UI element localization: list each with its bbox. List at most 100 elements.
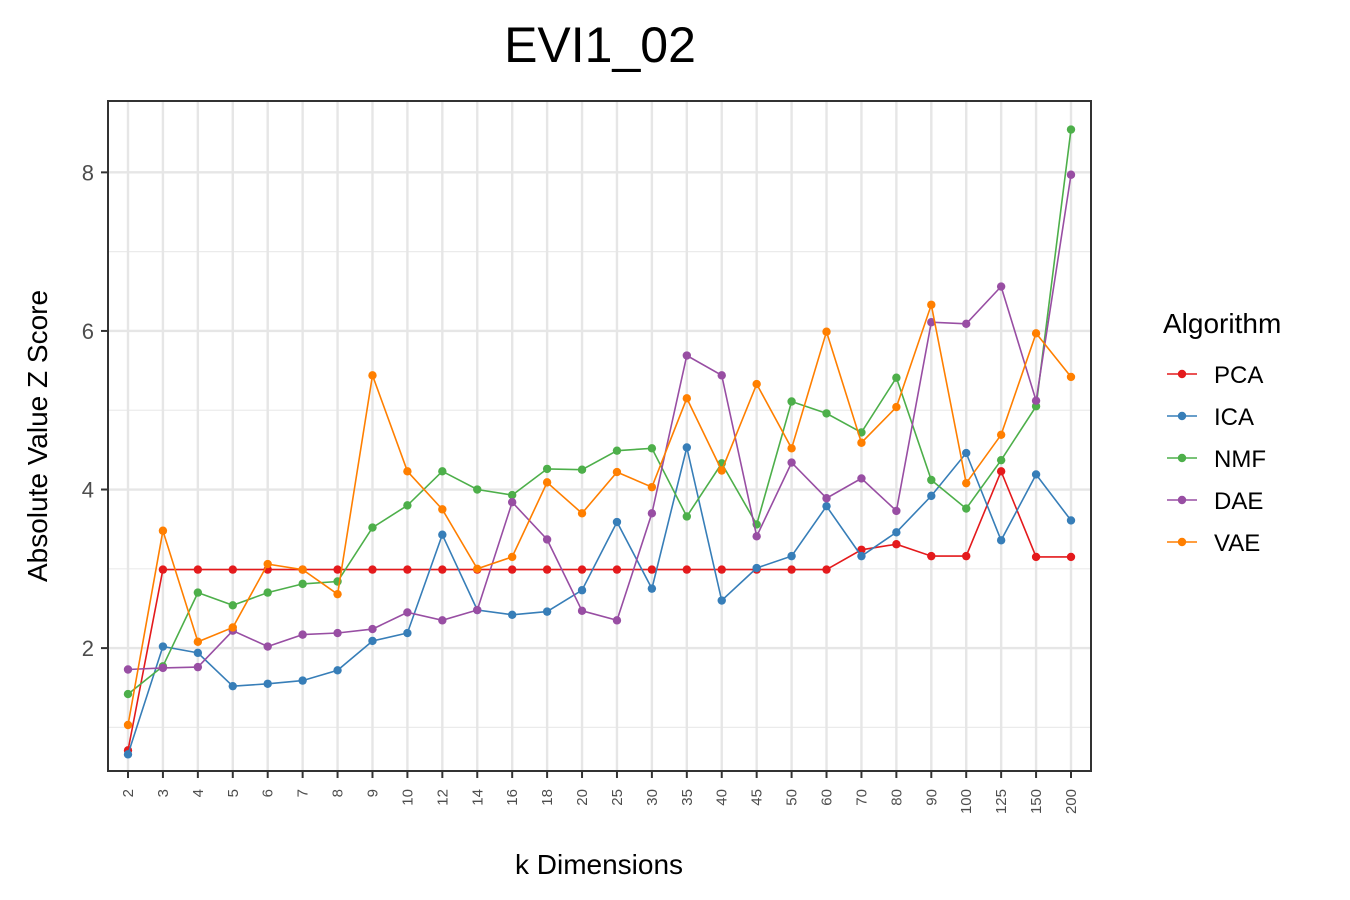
x-tick-label: 100 xyxy=(958,789,975,814)
legend-key-point xyxy=(1177,453,1187,463)
data-point-vae xyxy=(962,478,971,488)
x-tick-label: 10 xyxy=(399,789,416,806)
data-point-ica xyxy=(717,596,726,605)
data-point-pca xyxy=(1066,552,1076,562)
legend-label: DAE xyxy=(1214,488,1263,515)
data-point-dae xyxy=(368,624,377,634)
data-point-vae xyxy=(857,438,866,447)
data-point-nmf xyxy=(577,465,587,474)
data-point-dae xyxy=(752,532,761,541)
data-point-vae xyxy=(438,505,447,514)
data-point-nmf xyxy=(228,601,237,610)
x-tick-label: 16 xyxy=(504,789,521,806)
data-point-dae xyxy=(612,616,622,625)
data-point-dae xyxy=(996,282,1006,291)
data-point-vae xyxy=(542,478,552,487)
data-point-dae xyxy=(263,642,272,651)
data-point-pca xyxy=(1031,552,1041,562)
x-tick-label: 80 xyxy=(888,789,905,806)
legend-item-dae: DAE xyxy=(1167,488,1263,515)
y-tick-label: 8 xyxy=(82,160,94,185)
data-point-vae xyxy=(193,637,203,646)
data-point-dae xyxy=(193,662,203,672)
data-point-vae xyxy=(647,482,657,492)
data-point-pca xyxy=(822,565,831,574)
data-point-dae xyxy=(647,509,657,518)
x-tick-label: 90 xyxy=(923,789,940,806)
plot-border xyxy=(107,100,1092,772)
data-point-ica xyxy=(892,528,901,537)
data-point-ica xyxy=(333,666,342,675)
x-tick-label: 7 xyxy=(295,789,312,797)
data-point-pca xyxy=(962,551,971,561)
x-tick-label: 35 xyxy=(679,789,696,806)
data-point-vae xyxy=(787,444,796,453)
x-tick-label: 2 xyxy=(120,789,137,797)
x-tick-label: 200 xyxy=(1063,789,1080,814)
data-point-nmf xyxy=(438,467,447,476)
grid xyxy=(108,101,1091,771)
data-point-pca xyxy=(996,467,1006,476)
data-point-dae xyxy=(822,494,831,503)
data-point-dae xyxy=(298,630,307,639)
data-point-nmf xyxy=(298,579,307,589)
data-point-pca xyxy=(612,565,622,574)
x-tick-label: 45 xyxy=(749,789,766,806)
data-point-ica xyxy=(996,536,1006,545)
data-point-vae xyxy=(577,509,587,518)
data-point-nmf xyxy=(403,501,412,510)
data-point-pca xyxy=(787,565,796,574)
data-point-dae xyxy=(717,371,726,380)
data-point-dae xyxy=(682,351,692,360)
data-point-dae xyxy=(123,665,133,674)
data-point-ica xyxy=(1066,516,1076,525)
x-tick-label: 8 xyxy=(330,789,347,797)
chart-title: EVI1_02 xyxy=(504,17,696,73)
data-point-nmf xyxy=(612,446,622,455)
series-line-ica xyxy=(127,447,1072,755)
data-point-ica xyxy=(612,517,622,527)
legend-item-vae: VAE xyxy=(1167,530,1260,557)
data-point-nmf xyxy=(507,490,517,500)
legend-item-pca: PCA xyxy=(1167,362,1263,389)
legend-label: PCA xyxy=(1214,362,1263,389)
x-axis: 2 3 4 5 6 7 8 9 10 12 14 16 18 20 25 30 35 40 45 50 60 70 80 90… xyxy=(120,771,1080,814)
data-point-pca xyxy=(228,565,237,574)
x-tick-label: 3 xyxy=(155,789,172,797)
data-point-dae xyxy=(1066,170,1076,179)
data-point-pca xyxy=(892,540,901,549)
data-point-nmf xyxy=(892,373,901,382)
x-tick-label: 125 xyxy=(993,789,1010,814)
data-point-dae xyxy=(158,663,168,673)
data-point-ica xyxy=(577,586,587,595)
data-point-vae xyxy=(717,466,726,475)
data-point-dae xyxy=(787,458,796,467)
data-point-vae xyxy=(158,526,168,535)
plot-background xyxy=(108,101,1091,771)
data-point-dae xyxy=(577,606,587,616)
data-point-pca xyxy=(333,565,342,574)
data-point-pca xyxy=(647,565,657,574)
data-point-nmf xyxy=(647,444,657,453)
data-point-ica xyxy=(507,610,517,619)
data-point-ica xyxy=(822,501,831,511)
data-point-dae xyxy=(927,318,936,327)
data-point-vae xyxy=(927,300,936,309)
data-point-ica xyxy=(647,584,657,593)
x-tick-label: 150 xyxy=(1028,789,1045,814)
data-point-dae xyxy=(438,616,447,625)
data-point-nmf xyxy=(263,588,272,597)
y-tick-label: 4 xyxy=(82,478,94,503)
data-point-nmf xyxy=(368,523,377,532)
data-point-ica xyxy=(368,636,377,646)
data-point-nmf xyxy=(927,475,936,485)
data-point-vae xyxy=(1031,329,1041,338)
y-tick-label: 2 xyxy=(82,636,94,661)
data-point-vae xyxy=(473,564,482,574)
data-point-vae xyxy=(752,379,761,389)
data-point-pca xyxy=(368,565,377,574)
data-point-ica xyxy=(193,648,203,658)
data-point-vae xyxy=(403,467,412,476)
data-point-dae xyxy=(507,498,517,507)
data-point-vae xyxy=(682,394,692,403)
